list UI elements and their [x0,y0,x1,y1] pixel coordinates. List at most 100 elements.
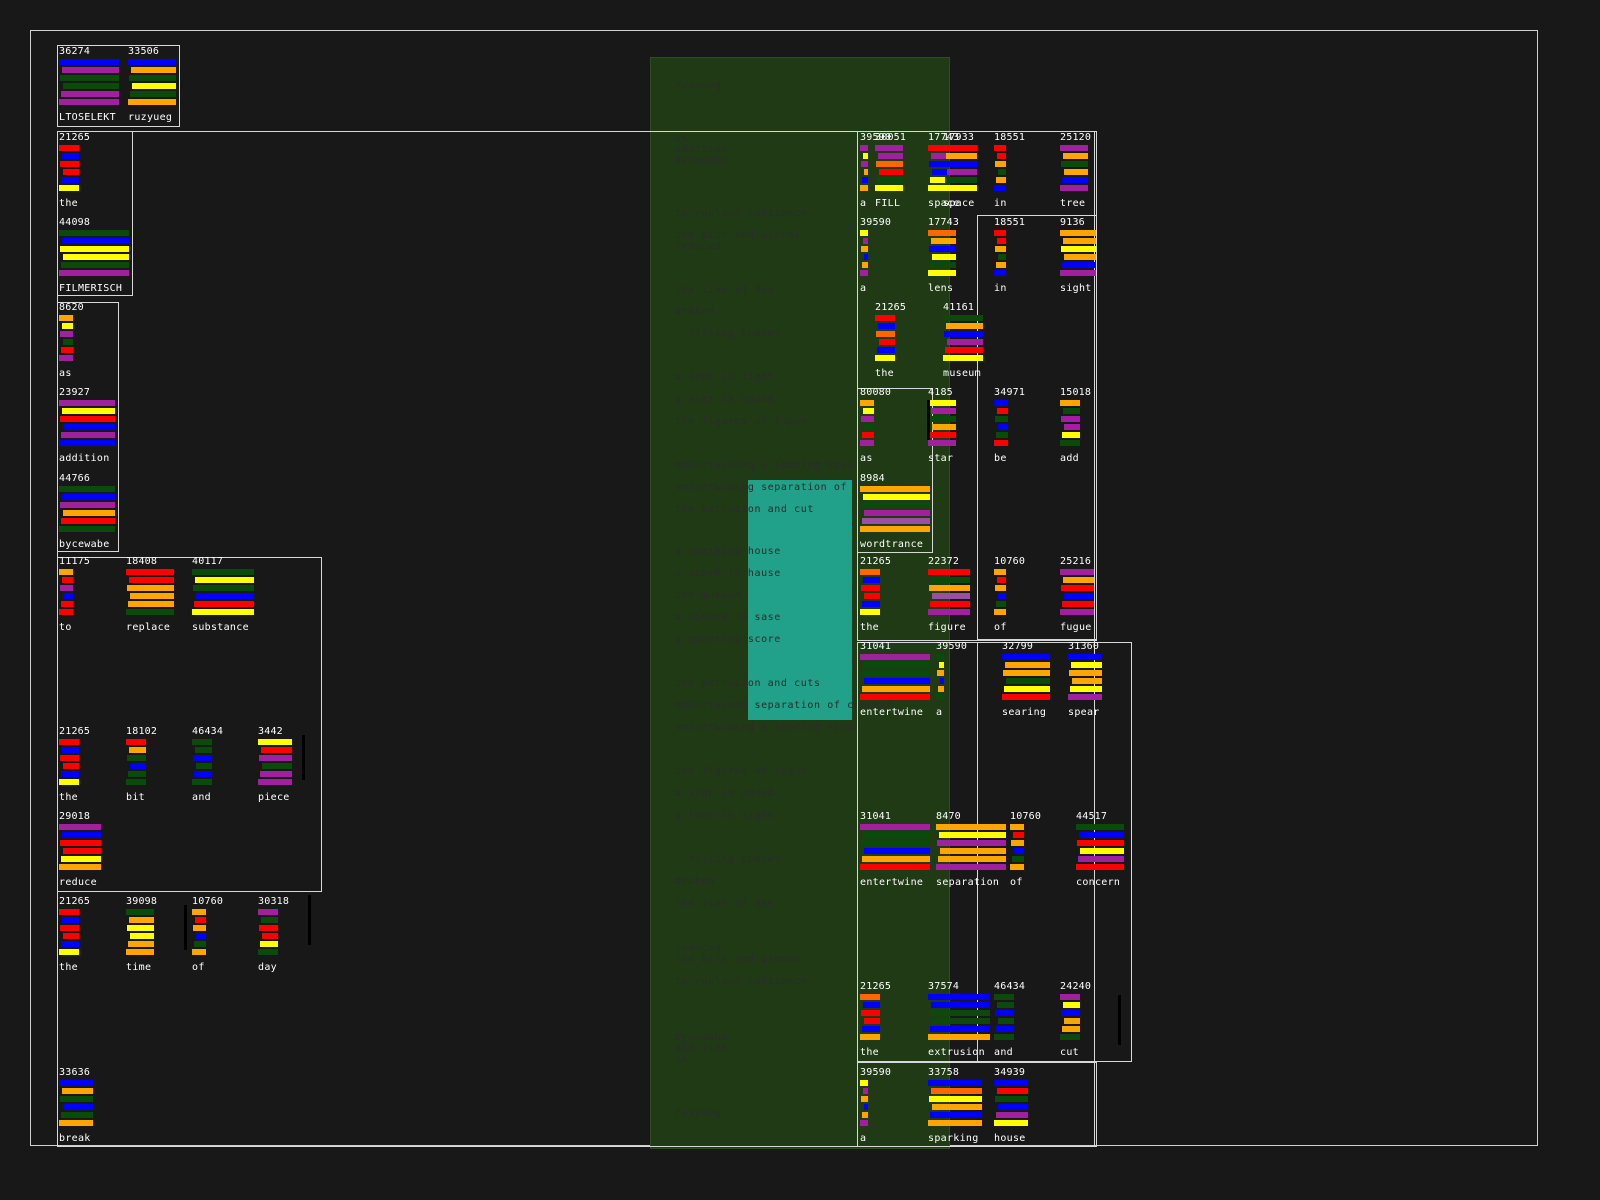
color-bar [860,400,874,406]
color-bar [878,323,895,329]
color-bar [994,1080,1028,1086]
color-bar [995,416,1008,422]
word-frequency: 3442 [258,726,283,737]
color-bar [863,577,880,583]
color-bar [998,1104,1028,1110]
color-bar [193,585,254,591]
color-bar [63,254,129,260]
color-bar [877,347,895,353]
color-bar [59,486,115,492]
color-bar [860,694,930,700]
color-bar [864,510,930,516]
poem-line: a sphere in sase [675,612,781,623]
color-bar [127,585,174,591]
color-bar [1060,270,1096,276]
word-glyph: 44766 bycewabe [59,474,115,552]
color-bar [861,161,868,167]
word-frequency: 39590 [860,217,892,228]
color-bar [61,771,79,777]
color-bar [945,347,983,353]
poem-line: , filling spaces [675,328,781,339]
color-bar [861,246,868,252]
color-bar [59,609,73,615]
word-label: in [994,198,1007,209]
color-bar [998,424,1008,430]
color-bar [130,763,146,769]
color-bar [59,355,73,361]
color-bar [996,432,1008,438]
color-bar [862,686,930,692]
word-frequency: 9136 [1060,217,1085,228]
color-bar [63,848,101,854]
word-frequency: 8984 [860,473,885,484]
poem-line: the bits and pieces [675,230,801,241]
color-bar [996,601,1006,607]
color-bar [61,262,129,268]
color-bar [1012,856,1024,862]
color-bar [860,440,874,446]
color-bar [928,1034,990,1040]
word-label: reduce [59,877,97,888]
word-glyph: 8984 wordtrance [860,474,930,552]
color-bar [128,771,146,777]
color-bar [928,145,956,151]
word-frequency: 30051 [875,132,907,143]
color-bar [194,601,254,607]
poem-line: ruzyueg [675,80,722,91]
color-bar [126,949,154,955]
color-bar [946,153,977,159]
color-bar [62,577,73,583]
word-glyph: 3442 piece [258,727,298,805]
color-bar [937,840,1006,846]
color-bar [879,169,903,175]
color-bar [995,246,1006,252]
word-label: entertwine [860,877,924,888]
word-label: time [126,962,152,973]
poem-line: as [675,1054,689,1065]
color-bar [59,230,129,236]
color-bar [61,518,115,524]
word-glyph: 21265 the [860,557,900,635]
color-bar [1061,416,1080,422]
color-bar [861,416,874,422]
color-bar [1062,601,1094,607]
color-bar [194,771,212,777]
color-bar [258,909,278,915]
poem-line: the figures of fugue [675,766,808,777]
color-bar [997,1002,1014,1008]
color-bar [130,933,154,939]
color-bar [59,400,115,406]
word-glyph: 23927 addition [59,388,115,466]
color-bar [860,145,868,151]
color-bar [61,432,115,438]
color-bar [862,1026,880,1032]
color-bar [929,161,956,167]
word-frequency: 31041 [860,641,892,652]
color-bar [126,909,154,915]
color-bar [60,502,115,508]
word-glyph: 15018 add [1060,388,1100,466]
color-bar [258,739,292,745]
color-bar [61,1112,93,1118]
color-bar [126,739,146,745]
word-frequency: 46434 [192,726,224,737]
color-bar [862,177,868,183]
word-glyph: 17933 space [943,133,983,211]
color-bar [928,230,956,236]
color-bar [258,949,278,955]
color-bar [262,933,278,939]
color-bar [943,315,983,321]
color-bar [860,185,868,191]
color-bar [62,494,115,500]
color-bar [127,925,154,931]
word-frequency: 33506 [128,46,160,57]
color-bar [63,424,115,430]
color-bar [861,502,930,508]
color-bar [861,840,930,846]
word-label: cut [1060,1047,1079,1058]
poem-line: the time of day [675,898,775,909]
color-bar [129,747,146,753]
color-bar [192,909,206,915]
color-bar [998,593,1006,599]
poem-line: a lens in sight [675,372,775,383]
